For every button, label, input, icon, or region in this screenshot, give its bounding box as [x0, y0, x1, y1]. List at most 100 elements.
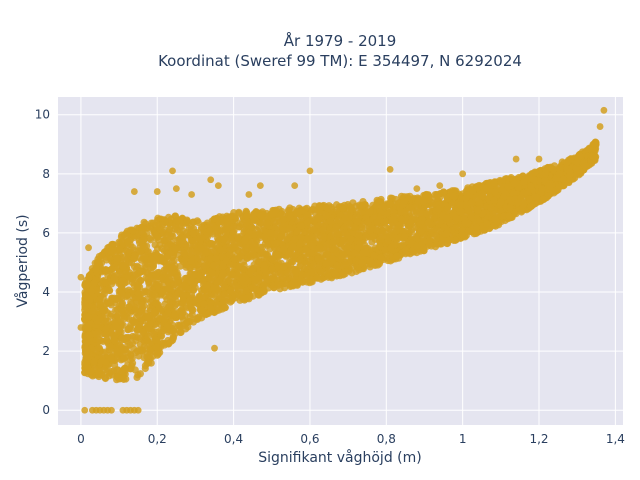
data-point — [229, 212, 237, 220]
data-point — [381, 246, 389, 254]
data-point — [182, 325, 190, 333]
data-point — [164, 285, 172, 293]
data-point — [105, 286, 114, 295]
data-point — [145, 339, 154, 347]
data-point — [525, 195, 534, 203]
data-point — [354, 244, 362, 252]
data-point — [359, 201, 367, 209]
data-point — [142, 295, 151, 303]
data-point — [273, 251, 282, 259]
data-point — [234, 262, 243, 270]
data-point — [385, 200, 394, 208]
data-point — [243, 217, 251, 225]
data-point — [337, 252, 346, 260]
data-point — [136, 247, 145, 256]
data-point — [152, 271, 160, 279]
data-point — [142, 345, 150, 353]
data-point — [555, 170, 563, 178]
data-point — [269, 274, 278, 282]
data-point — [407, 239, 416, 247]
data-point — [234, 233, 242, 241]
data-point — [371, 244, 379, 252]
data-point — [158, 288, 167, 297]
data-point — [139, 225, 148, 233]
data-point — [248, 248, 256, 256]
data-point — [410, 213, 418, 221]
data-point — [95, 344, 103, 352]
data-point — [176, 262, 184, 270]
data-point — [361, 241, 369, 249]
data-point — [134, 282, 142, 291]
data-point — [140, 218, 148, 226]
data-point — [451, 236, 460, 244]
data-point — [195, 272, 203, 280]
data-point — [125, 303, 133, 311]
data-point — [144, 248, 152, 256]
data-point — [387, 245, 395, 253]
data-point — [316, 232, 325, 240]
data-point — [397, 215, 406, 223]
data-point — [120, 354, 128, 362]
data-point — [102, 330, 110, 339]
data-point — [118, 289, 126, 297]
data-point — [333, 206, 341, 214]
data-point — [442, 229, 451, 238]
data-point — [173, 217, 181, 225]
data-point — [292, 268, 300, 277]
data-point — [487, 204, 495, 212]
data-point — [353, 218, 361, 226]
data-point — [324, 273, 332, 281]
data-point — [126, 350, 135, 358]
data-point — [288, 251, 296, 259]
data-point — [424, 218, 433, 227]
data-point — [141, 364, 149, 373]
data-point — [303, 211, 311, 219]
data-point — [221, 283, 229, 292]
data-point — [425, 208, 433, 216]
data-point — [332, 201, 341, 209]
data-point — [168, 258, 176, 266]
data-point — [436, 217, 444, 225]
data-point — [201, 249, 210, 257]
data-point — [200, 262, 209, 270]
data-point — [400, 227, 408, 235]
data-point — [218, 226, 226, 234]
data-point — [213, 230, 222, 238]
data-point — [107, 342, 115, 350]
data-point — [377, 195, 385, 204]
data-point — [230, 240, 239, 248]
data-point — [214, 277, 223, 285]
data-point — [239, 248, 247, 256]
data-point — [149, 219, 157, 227]
data-point — [310, 261, 318, 270]
data-point — [280, 215, 288, 224]
data-point — [293, 207, 301, 216]
data-point — [107, 312, 115, 320]
data-point — [180, 239, 188, 248]
data-point — [129, 243, 137, 252]
data-point — [252, 286, 260, 294]
data-point — [189, 318, 198, 326]
data-point — [584, 145, 593, 154]
data-point — [527, 202, 535, 211]
data-point — [133, 298, 141, 306]
data-point — [308, 233, 316, 241]
data-point — [187, 257, 195, 266]
data-point — [143, 288, 151, 296]
data-point — [293, 227, 301, 235]
data-point — [496, 176, 504, 185]
data-point — [174, 279, 182, 287]
data-point — [128, 287, 136, 296]
data-point — [101, 279, 109, 287]
data-point — [124, 237, 132, 246]
data-point — [347, 205, 356, 214]
data-point — [384, 237, 392, 245]
data-point — [437, 240, 445, 248]
data-point — [393, 252, 401, 260]
data-point — [420, 237, 428, 245]
data-point — [341, 213, 349, 222]
data-point — [371, 261, 379, 270]
data-point — [472, 223, 480, 231]
data-point — [398, 241, 407, 249]
data-point — [462, 200, 470, 208]
